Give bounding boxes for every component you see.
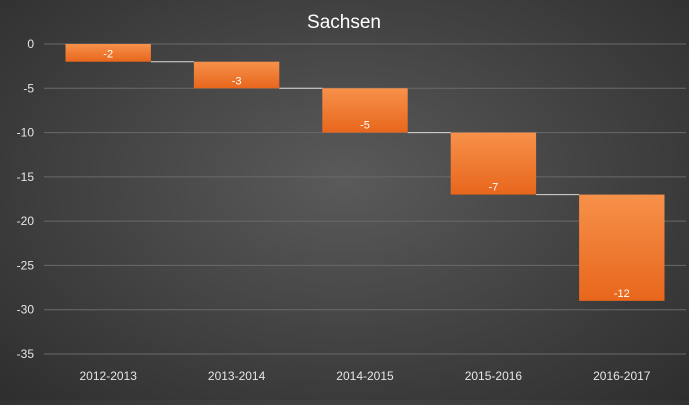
x-tick-label: 2012-2013 [80,369,138,383]
y-tick-label: -30 [17,303,35,317]
x-tick-label: 2015-2016 [465,369,523,383]
y-tick-label: -35 [17,347,35,361]
bars [65,44,665,301]
x-axis-tick-labels: 2012-2013 2013-2014 2014-2015 2015-2016 2016… [80,369,651,383]
data-labels: -2 -3 -5 -7 -12 [103,49,629,300]
bar-2014-2015 [322,88,408,133]
chart-title: Sachsen [307,12,381,33]
data-label: -3 [232,75,242,87]
y-tick-label: -15 [17,170,35,184]
bar-2013-2014 [193,61,280,89]
x-tick-label: 2013-2014 [208,369,266,383]
data-label: -12 [614,288,630,300]
x-tick-label: 2014-2015 [336,369,394,383]
bar-2015-2016 [450,132,537,195]
bar-2016-2017 [579,194,665,301]
y-tick-label: -10 [17,126,35,140]
y-tick-label: -25 [17,258,35,272]
y-tick-label: -20 [17,214,35,228]
data-label: -5 [360,120,370,132]
y-axis-tick-labels: 0 -5 -10 -15 -20 -25 -30 -35 [17,37,35,361]
bar-2012-2013 [65,44,151,62]
data-label: -7 [489,182,499,194]
connector-lines [150,61,580,196]
data-label: -2 [103,49,113,61]
y-tick-label: -5 [23,81,34,95]
x-tick-label: 2016-2017 [593,369,651,383]
y-tick-label: 0 [27,37,34,51]
